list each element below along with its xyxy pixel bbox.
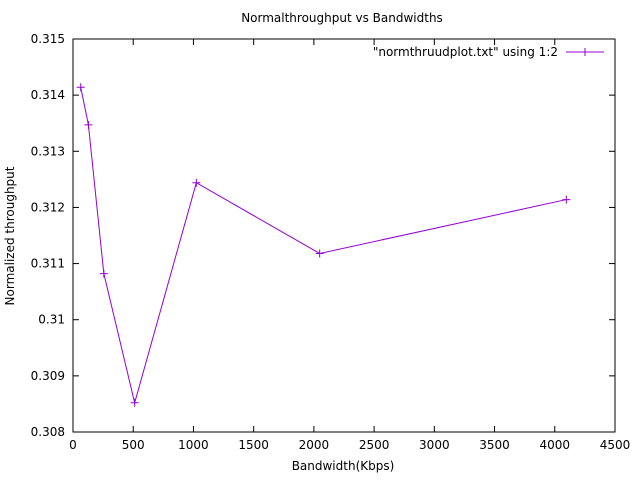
plot-frame bbox=[72, 38, 616, 433]
x-axis-label: Bandwidth(Kbps) bbox=[292, 459, 395, 473]
x-tick-label: 2500 bbox=[359, 438, 390, 452]
y-tick-label: 0.311 bbox=[31, 257, 65, 271]
x-tick-label: 4500 bbox=[600, 438, 631, 452]
chart-title: Normalthroughput vs Bandwidths bbox=[241, 11, 443, 25]
data-point bbox=[315, 249, 324, 258]
data-point bbox=[130, 398, 139, 407]
x-tick-label: 2000 bbox=[299, 438, 330, 452]
x-tick-label: 4000 bbox=[540, 438, 571, 452]
legend-marker bbox=[581, 48, 589, 56]
series-line bbox=[80, 87, 567, 405]
x-axis: 0 500 1000 1500 2000 2500 3000 3500 4000 4500 bbox=[69, 39, 630, 452]
data-point bbox=[76, 83, 85, 92]
y-tick-label: 0.308 bbox=[31, 425, 65, 439]
y-tick-label: 0.312 bbox=[31, 200, 65, 214]
series-layer bbox=[76, 83, 571, 407]
x-tick-label: 3000 bbox=[419, 438, 450, 452]
y-tick-label: 0.313 bbox=[31, 144, 65, 158]
y-tick-label: 0.315 bbox=[31, 32, 65, 46]
x-tick-label: 1500 bbox=[238, 438, 269, 452]
data-point bbox=[192, 178, 201, 187]
y-tick-label: 0.309 bbox=[31, 369, 65, 383]
legend-label: "normthruudplot.txt" using 1:2 bbox=[373, 45, 558, 59]
x-tick-label: 500 bbox=[122, 438, 145, 452]
y-tick-label: 0.314 bbox=[31, 88, 65, 102]
data-point bbox=[99, 269, 108, 278]
y-tick-label: 0.31 bbox=[38, 313, 65, 327]
y-axis: 0.308 0.309 0.31 0.311 0.312 0.313 0.314 0.315 bbox=[31, 32, 615, 439]
x-tick-label: 3500 bbox=[479, 438, 510, 452]
x-tick-label: 1000 bbox=[178, 438, 209, 452]
y-axis-label: Normalized throughput bbox=[3, 166, 17, 305]
legend: "normthruudplot.txt" using 1:2 bbox=[373, 45, 604, 59]
x-tick-label: 0 bbox=[69, 438, 77, 452]
data-point bbox=[84, 120, 93, 129]
data-point bbox=[562, 195, 571, 204]
